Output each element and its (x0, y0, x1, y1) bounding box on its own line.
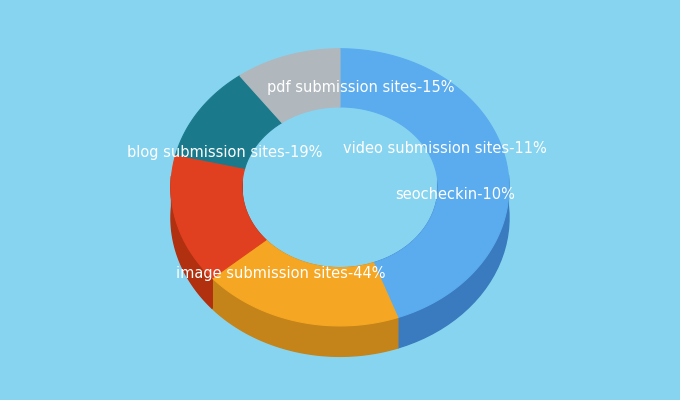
Polygon shape (340, 49, 509, 318)
Polygon shape (171, 155, 266, 278)
Polygon shape (373, 180, 438, 293)
Polygon shape (175, 76, 282, 168)
Text: blog submission sites-19%: blog submission sites-19% (127, 145, 323, 160)
Text: video submission sites-11%: video submission sites-11% (343, 141, 547, 156)
Polygon shape (242, 181, 266, 270)
Polygon shape (266, 240, 373, 298)
Text: pdf submission sites-15%: pdf submission sites-15% (267, 80, 454, 95)
Text: seocheckin-10%: seocheckin-10% (395, 187, 515, 202)
Polygon shape (212, 278, 398, 356)
Polygon shape (171, 176, 212, 308)
Polygon shape (212, 240, 398, 326)
Text: image submission sites-44%: image submission sites-44% (176, 266, 386, 281)
Polygon shape (398, 175, 509, 348)
Polygon shape (240, 49, 340, 122)
